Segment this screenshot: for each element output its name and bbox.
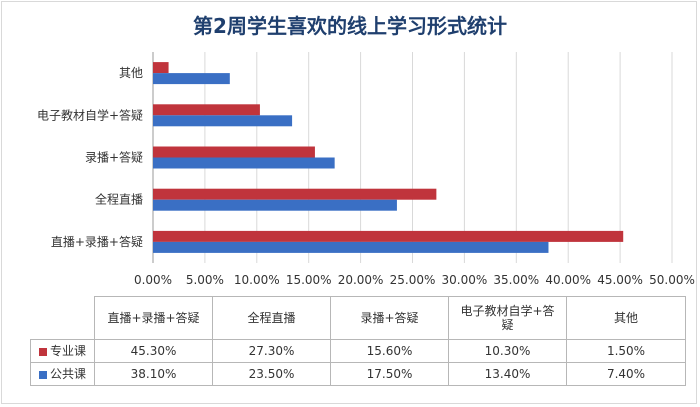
bar-specialized [153, 230, 624, 242]
x-tick-label: 30.00% [442, 273, 488, 287]
category-label: 录播+答疑 [85, 150, 143, 165]
table-row: 公共课 38.10% 23.50% 17.50% 13.40% 7.40% [30, 362, 686, 386]
table-header-cell: 电子教材自学+答 疑 [448, 296, 567, 340]
table-cell: 10.30% [448, 339, 567, 363]
x-tick-label: 45.00% [597, 273, 643, 287]
table-header-row: 直播+录播+答疑 全程直播 录播+答疑 电子教材自学+答 疑 其他 [30, 296, 686, 340]
bar-public [153, 115, 293, 127]
table-corner [30, 296, 95, 340]
x-tick-label: 15.00% [286, 273, 332, 287]
category-label: 全程直播 [95, 192, 143, 207]
table-cell: 45.30% [94, 339, 213, 363]
x-tick-label: 25.00% [390, 273, 436, 287]
x-tick-label: 5.00% [186, 273, 224, 287]
table-row: 专业课 45.30% 27.30% 15.60% 10.30% 1.50% [30, 339, 686, 363]
series-name: 专业课 [49, 344, 86, 358]
x-tick-label: 20.00% [338, 273, 384, 287]
bar-public [153, 157, 335, 169]
x-tick-label: 50.00% [649, 273, 695, 287]
bar-specialized [153, 62, 169, 74]
x-tick-label: 40.00% [545, 273, 591, 287]
table-cell: 38.10% [94, 362, 213, 386]
category-label: 电子教材自学+答疑 [37, 107, 143, 122]
table-cell: 23.50% [212, 362, 331, 386]
table-cell: 15.60% [330, 339, 449, 363]
x-tick-label: 0.00% [134, 273, 172, 287]
series-name: 公共课 [49, 367, 86, 381]
table-cell: 27.30% [212, 339, 331, 363]
series-label: 公共课 [30, 362, 95, 386]
bar-public [153, 199, 397, 211]
bar-public [153, 241, 549, 253]
bar-public [153, 73, 230, 85]
x-tick-label: 10.00% [234, 273, 280, 287]
series-label: 专业课 [30, 339, 95, 363]
x-tick-label: 35.00% [493, 273, 539, 287]
table-cell: 13.40% [448, 362, 567, 386]
bar-specialized [153, 146, 315, 158]
category-label: 其他 [119, 66, 143, 80]
bar-specialized [153, 188, 437, 200]
table-cell: 17.50% [330, 362, 449, 386]
table-header-cell: 录播+答疑 [330, 296, 449, 340]
category-label: 直播+录播+答疑 [51, 234, 143, 249]
table-header-cell: 其他 [566, 296, 686, 340]
legend-key-specialized [38, 347, 47, 356]
table-header-cell: 全程直播 [212, 296, 331, 340]
table-cell: 1.50% [566, 339, 686, 363]
legend-key-public [38, 370, 47, 379]
bar-specialized [153, 104, 260, 116]
chart-title: 第2周学生喜欢的线上学习形式统计 [193, 14, 507, 38]
table-header-cell: 直播+录播+答疑 [94, 296, 213, 340]
table-cell: 7.40% [566, 362, 686, 386]
data-table: 直播+录播+答疑 全程直播 录播+答疑 电子教材自学+答 疑 其他 专业课 45… [30, 296, 686, 386]
